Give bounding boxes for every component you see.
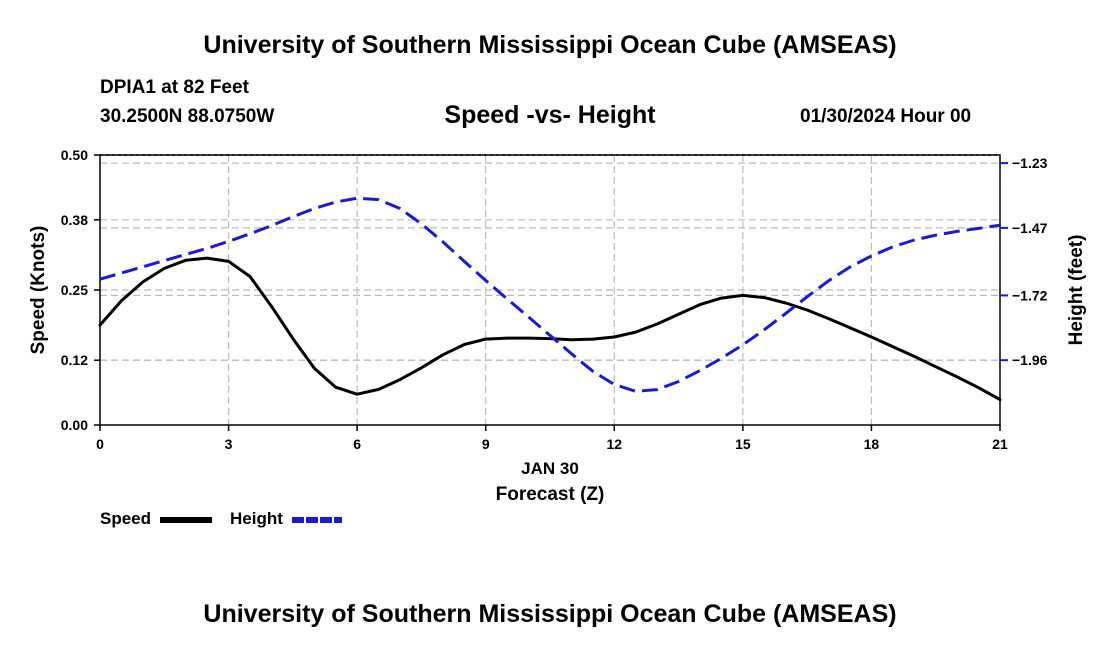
x-tick-label: 3 (225, 436, 233, 452)
coordinates-label: 30.2500N 88.0750W (100, 106, 275, 127)
station-label: DPIA1 at 82 Feet (100, 77, 249, 98)
legend-height-swatch (292, 517, 342, 523)
y-left-tick-label: 0.38 (61, 212, 88, 228)
series-lines (98, 196, 1002, 402)
y-left-tick-label: 0.25 (61, 282, 88, 298)
x-tick-label: 6 (353, 436, 361, 452)
legend-speed-label: Speed (100, 509, 152, 528)
x-tick-label: 0 (96, 436, 104, 452)
forecast-datetime: 01/30/2024 Hour 00 (800, 106, 972, 127)
x-tick-label: 21 (992, 436, 1008, 452)
legend-speed-swatch (160, 517, 212, 523)
chart-title: University of Southern Mississippi Ocean… (203, 31, 897, 59)
series-line-speed (98, 256, 1002, 402)
y-axis-right-label: Height (feet) (1066, 235, 1087, 346)
x-tick-label: 12 (606, 436, 622, 452)
x-tick-label: 15 (735, 436, 751, 452)
legend-height-label: Height (230, 509, 283, 528)
x-tick-label: 9 (482, 436, 490, 452)
y-left-tick-label: 0.00 (61, 417, 88, 433)
y-right-tick-label: −1.96 (1012, 352, 1048, 368)
footer-title: University of Southern Mississippi Ocean… (203, 600, 897, 628)
grid-lines (100, 154, 1000, 425)
series-line-height (99, 196, 1001, 393)
chart-subtitle: Speed -vs- Height (444, 101, 656, 129)
y-right-tick-label: −1.23 (1012, 155, 1048, 171)
y-left-tick-label: 0.50 (61, 147, 88, 163)
x-axis-date-label: JAN 30 (521, 459, 579, 478)
x-tick-label: 18 (864, 436, 880, 452)
y-left-tick-label: 0.12 (61, 352, 88, 368)
x-axis-label: Forecast (Z) (496, 484, 605, 505)
y-right-tick-label: −1.72 (1012, 287, 1048, 303)
y-axis-left-label: Speed (Knots) (28, 226, 49, 355)
y-right-tick-label: −1.47 (1012, 220, 1048, 236)
axis-ticks: 0 3 6 9 12 15 18 21 0.00 0.12 0.25 0.38 0.50 −1.23 −1.… (61, 147, 1048, 452)
